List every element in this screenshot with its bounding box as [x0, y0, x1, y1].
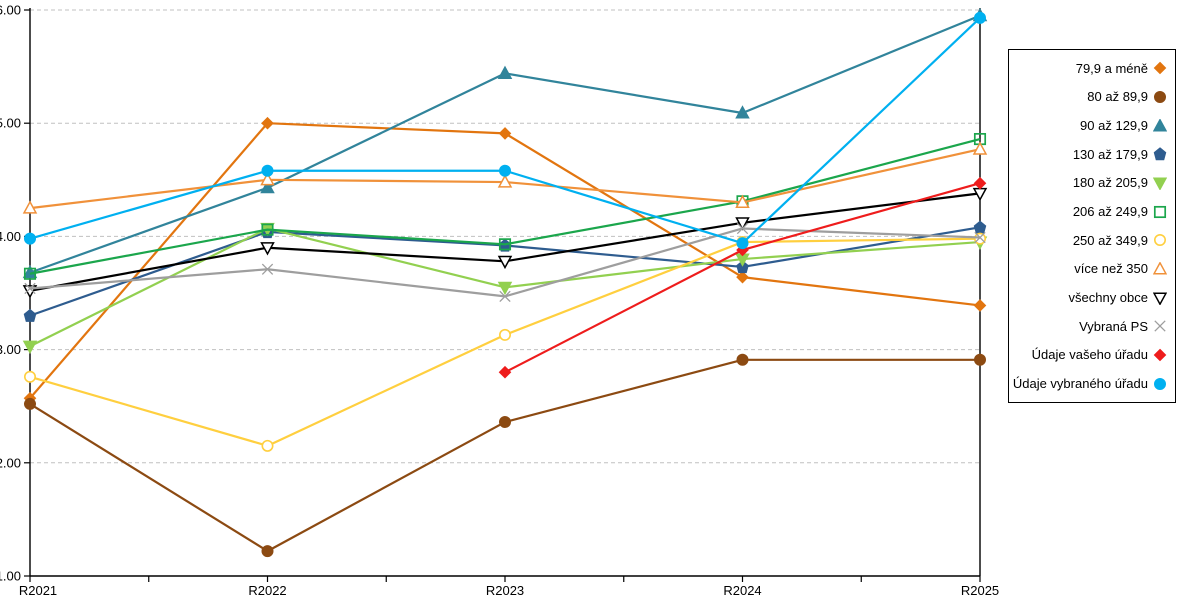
x-tick-label: R2024: [723, 583, 761, 598]
x-tick-label: R2025: [961, 583, 999, 598]
legend-label: Údaje vybraného úřadu: [1012, 376, 1148, 392]
y-tick-label: 1.00: [0, 569, 21, 584]
chart-legend: 79,9 a méně 80 až 89,9 90 až 129,9 130 a…: [1008, 49, 1176, 403]
y-tick-label: 6.00: [0, 3, 21, 18]
legend-label: Vybraná PS: [1079, 318, 1148, 334]
series--daje-vybran-ho-adu: [23, 11, 986, 250]
x-tick-label: R2021: [19, 583, 57, 598]
legend-label: 90 až 129,9: [1080, 118, 1148, 134]
legend-item: 206 až 249,9: [1013, 205, 1167, 219]
y-tick-label: 2.00: [0, 455, 21, 470]
x-tick-label: R2023: [486, 583, 524, 598]
legend-label: 130 až 179,9: [1072, 146, 1148, 162]
legend-marker-triangle-down-icon: [1153, 176, 1167, 190]
legend-label: 180 až 205,9: [1072, 175, 1148, 191]
legend-item: Údaje vybraného úřadu: [1013, 377, 1167, 391]
legend-item: 90 až 129,9: [1013, 118, 1167, 134]
legend-label: 250 až 349,9: [1072, 232, 1148, 248]
legend-item: více než 350: [1013, 261, 1167, 277]
legend-marker-circle-icon: [1153, 377, 1167, 391]
legend-label: více než 350: [1074, 261, 1148, 277]
legend-item: Údaje vašeho úřadu: [1013, 348, 1167, 362]
legend-item: 79,9 a méně: [1013, 61, 1167, 75]
y-tick-label: 3.00: [0, 342, 21, 357]
legend-item: 250 až 349,9: [1013, 233, 1167, 247]
x-tick-label: R2022: [248, 583, 286, 598]
y-tick-label: 5.00: [0, 116, 21, 131]
legend-marker-triangle-up-icon: [1153, 261, 1167, 276]
legend-label: Údaje vašeho úřadu: [1031, 347, 1148, 363]
series-vybran-ps: [24, 222, 986, 303]
legend-item: 180 až 205,9: [1013, 176, 1167, 190]
legend-label: 80 až 89,9: [1087, 89, 1148, 105]
axes: 1.00 2.00 3.00 4.00 5.00 6.00 R2021 R2022 R2023 R…: [0, 3, 999, 599]
legend-marker-square-icon: [1153, 205, 1167, 219]
gridlines: [30, 9, 980, 464]
legend-label: 206 až 249,9: [1072, 204, 1148, 220]
legend-item: 80 až 89,9: [1013, 90, 1167, 104]
legend-marker-diamond-icon: [1153, 61, 1167, 75]
legend-marker-circle-icon: [1153, 90, 1167, 104]
legend-label: 79,9 a méně: [1075, 60, 1148, 76]
legend-marker-circle-icon: [1153, 233, 1167, 247]
legend-marker-pentagon-icon: [1153, 147, 1167, 161]
legend-label: všechny obce: [1068, 290, 1149, 306]
series-80-a-89-9: [23, 353, 986, 558]
legend-item: všechny obce: [1013, 291, 1167, 305]
legend-item: Vybraná PS: [1013, 319, 1167, 333]
legend-marker-x-icon: [1153, 319, 1167, 333]
legend-marker-triangle-down-icon: [1153, 291, 1167, 305]
legend-marker-triangle-up-icon: [1153, 118, 1167, 133]
y-tick-label: 4.00: [0, 229, 21, 244]
legend-item: 130 až 179,9: [1013, 147, 1167, 161]
legend-marker-diamond-icon: [1153, 348, 1167, 362]
series-v-ce-ne-350: [22, 141, 988, 214]
